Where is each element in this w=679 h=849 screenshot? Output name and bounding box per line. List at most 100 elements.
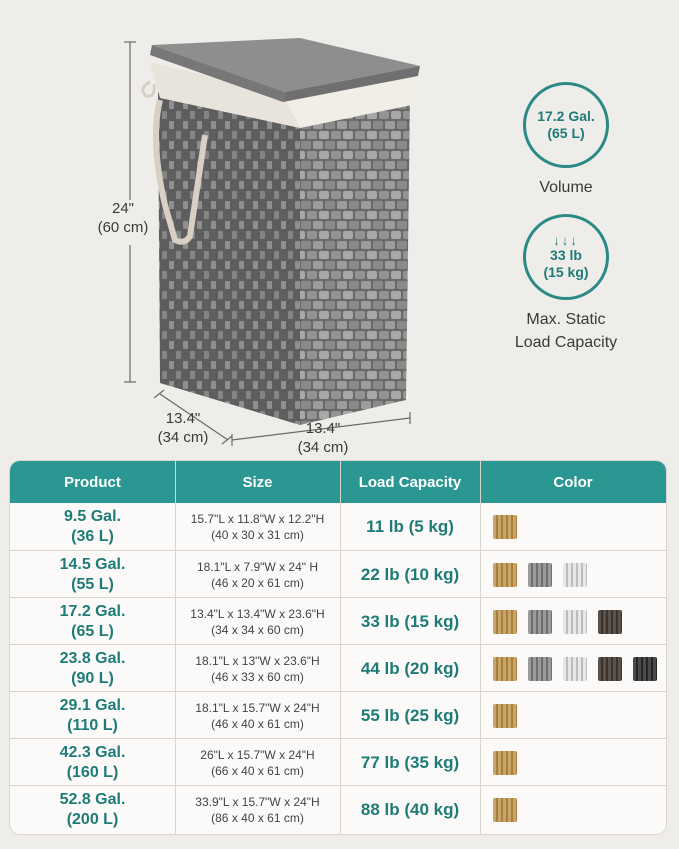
size-inches: 18.1"L x 15.7"W x 24"H xyxy=(195,700,320,715)
product-gal: 14.5 Gal. xyxy=(59,555,126,573)
table-row: 23.8 Gal. (90 L) 18.1"L x 13"W x 23.6"H (46… xyxy=(10,644,666,692)
size-inches: 26"L x 15.7"W x 24"H xyxy=(200,747,315,762)
size-cm: (86 x 40 x 61 cm) xyxy=(211,810,304,825)
volume-feature: 17.2 Gal. (65 L) Volume xyxy=(496,82,636,199)
product-liters: (160 L) xyxy=(66,763,119,781)
color-swatch-natural[interactable] xyxy=(493,562,517,587)
color-swatch-white[interactable] xyxy=(563,609,587,634)
product-cell: 17.2 Gal. (65 L) xyxy=(10,598,175,645)
depth-dimension-line xyxy=(153,389,233,445)
capacity-feature: ↓↓↓ 33 lb (15 kg) Max. Static Load Capac… xyxy=(496,214,636,354)
color-swatch-white[interactable] xyxy=(563,656,587,681)
color-swatch-brown[interactable] xyxy=(598,609,622,634)
header-product: Product xyxy=(64,473,121,491)
size-cell: 33.9"L x 15.7"W x 24"H (86 x 40 x 61 cm) xyxy=(175,786,340,833)
load-cell: 88 lb (40 kg) xyxy=(360,799,460,819)
depth-label: 13.4" (34 cm) xyxy=(148,409,218,447)
width-in: 13.4" xyxy=(305,420,341,437)
depth-cm: (34 cm) xyxy=(157,429,209,446)
color-swatch-natural[interactable] xyxy=(493,703,517,728)
color-swatch-gray[interactable] xyxy=(528,562,552,587)
color-swatch-white[interactable] xyxy=(563,562,587,587)
product-gal: 17.2 Gal. xyxy=(59,602,126,620)
size-inches: 33.9"L x 15.7"W x 24"H xyxy=(195,794,320,809)
table-row: 17.2 Gal. (65 L) 13.4"L x 13.4"W x 23.6"H(… xyxy=(10,597,666,645)
color-swatch-natural[interactable] xyxy=(493,514,517,539)
table-row: 14.5 Gal. (55 L) 18.1"L x 7.9"W x 24" H (46… xyxy=(10,550,666,598)
size-inches: 13.4"L x 13.4"W x 23.6"H xyxy=(190,606,325,621)
table-row: 9.5 Gal. (36 L) 15.7"L x 11.8"W x 12.2"H (4… xyxy=(10,503,666,550)
color-swatch-black[interactable] xyxy=(633,656,657,681)
load-cell: 55 lb (25 kg) xyxy=(360,705,460,725)
size-cm: (66 x 40 x 61 cm) xyxy=(211,763,304,778)
size-cm: (46 x 20 x 61 cm) xyxy=(211,575,304,590)
product-gal: 23.8 Gal. xyxy=(59,649,126,667)
size-cell: 26"L x 15.7"W x 24"H (66 x 40 x 61 cm) xyxy=(175,739,340,786)
color-swatch-brown[interactable] xyxy=(598,656,622,681)
height-dimension-line xyxy=(124,41,136,383)
load-cell: 33 lb (15 kg) xyxy=(360,611,460,631)
size-cell: 18.1"L x 7.9"W x 24" H (46 x 20 x 61 cm) xyxy=(175,551,340,598)
product-gal: 42.3 Gal. xyxy=(59,743,126,761)
product-cell: 52.8 Gal. (200 L) xyxy=(10,786,175,833)
color-cell xyxy=(480,692,666,739)
height-label: 24" (60 cm) xyxy=(88,199,158,237)
load-cell: 77 lb (35 kg) xyxy=(360,752,460,772)
product-liters: (55 L) xyxy=(71,575,114,593)
load-cell: 22 lb (10 kg) xyxy=(360,564,460,584)
table-body: 9.5 Gal. (36 L) 15.7"L x 11.8"W x 12.2"H (4… xyxy=(10,503,666,834)
size-inches: 18.1"L x 7.9"W x 24" H xyxy=(196,559,319,574)
volume-badge: 17.2 Gal. (65 L) xyxy=(523,82,609,168)
product-cell: 9.5 Gal. (36 L) xyxy=(10,503,175,550)
load-cell: 44 lb (20 kg) xyxy=(360,658,460,678)
height-cm: (60 cm) xyxy=(97,219,149,236)
color-cell xyxy=(480,786,666,833)
table-row: 52.8 Gal. (200 L) 33.9"L x 15.7"W x 24"H (8… xyxy=(10,785,666,833)
width-label: 13.4" (34 cm) xyxy=(288,419,358,457)
size-cell: 18.1"L x 15.7"W x 24"H (46 x 40 x 61 cm) xyxy=(175,692,340,739)
weight-arrows-icon: ↓↓↓ 33 lb (15 kg) xyxy=(523,214,609,300)
header-size: Size xyxy=(242,473,273,491)
product-gal: 9.5 Gal. xyxy=(64,507,121,525)
color-swatch-gray[interactable] xyxy=(528,656,552,681)
color-swatch-natural[interactable] xyxy=(493,750,517,775)
size-cell: 18.1"L x 13"W x 23.6"H (46 x 33 x 60 cm) xyxy=(175,645,340,692)
size-cell: 13.4"L x 13.4"W x 23.6"H (34 x 34 x 60 cm… xyxy=(175,598,340,645)
capacity-label: Max. Static Load Capacity xyxy=(514,311,618,351)
table-row: 42.3 Gal. (160 L) 26"L x 15.7"W x 24"H (66 … xyxy=(10,738,666,786)
size-cm: (40 x 30 x 31 cm) xyxy=(211,527,304,542)
volume-label: Volume xyxy=(539,179,593,196)
depth-in: 13.4" xyxy=(165,410,201,427)
color-cell xyxy=(480,598,666,645)
color-swatch-natural[interactable] xyxy=(493,609,517,634)
color-cell xyxy=(480,503,666,550)
product-liters: (110 L) xyxy=(67,716,118,734)
size-cell: 15.7"L x 11.8"W x 12.2"H (40 x 30 x 31 cm… xyxy=(175,503,340,550)
product-liters: (200 L) xyxy=(66,810,119,828)
product-cell: 14.5 Gal. (55 L) xyxy=(10,551,175,598)
width-dimension-line xyxy=(231,412,411,446)
product-cell: 23.8 Gal. (90 L) xyxy=(10,645,175,692)
table-header: Product Size Load Capacity Color xyxy=(10,461,666,503)
color-cell xyxy=(480,551,666,598)
size-cm: (34 x 34 x 60 cm) xyxy=(211,622,304,637)
color-swatch-natural[interactable] xyxy=(493,797,517,822)
size-cm: (46 x 40 x 61 cm) xyxy=(211,716,304,731)
width-cm: (34 cm) xyxy=(297,439,349,456)
product-gal: 29.1 Gal. xyxy=(59,696,126,714)
color-swatch-natural[interactable] xyxy=(493,656,517,681)
size-cm: (46 x 33 x 60 cm) xyxy=(211,669,304,684)
color-swatch-gray[interactable] xyxy=(528,609,552,634)
product-cell: 29.1 Gal. (110 L) xyxy=(10,692,175,739)
product-liters: (90 L) xyxy=(71,669,114,687)
product-gal: 52.8 Gal. xyxy=(59,790,126,808)
laundry-basket-image xyxy=(124,38,420,446)
product-size-table: Product Size Load Capacity Color 9.5 Gal… xyxy=(10,461,666,834)
size-inches: 18.1"L x 13"W x 23.6"H xyxy=(195,653,320,668)
height-in: 24" xyxy=(111,200,134,217)
header-load: Load Capacity xyxy=(358,473,462,491)
product-cell: 42.3 Gal. (160 L) xyxy=(10,739,175,786)
load-cell: 11 lb (5 kg) xyxy=(366,516,454,536)
product-liters: (65 L) xyxy=(71,622,114,640)
product-liters: (36 L) xyxy=(71,527,114,545)
